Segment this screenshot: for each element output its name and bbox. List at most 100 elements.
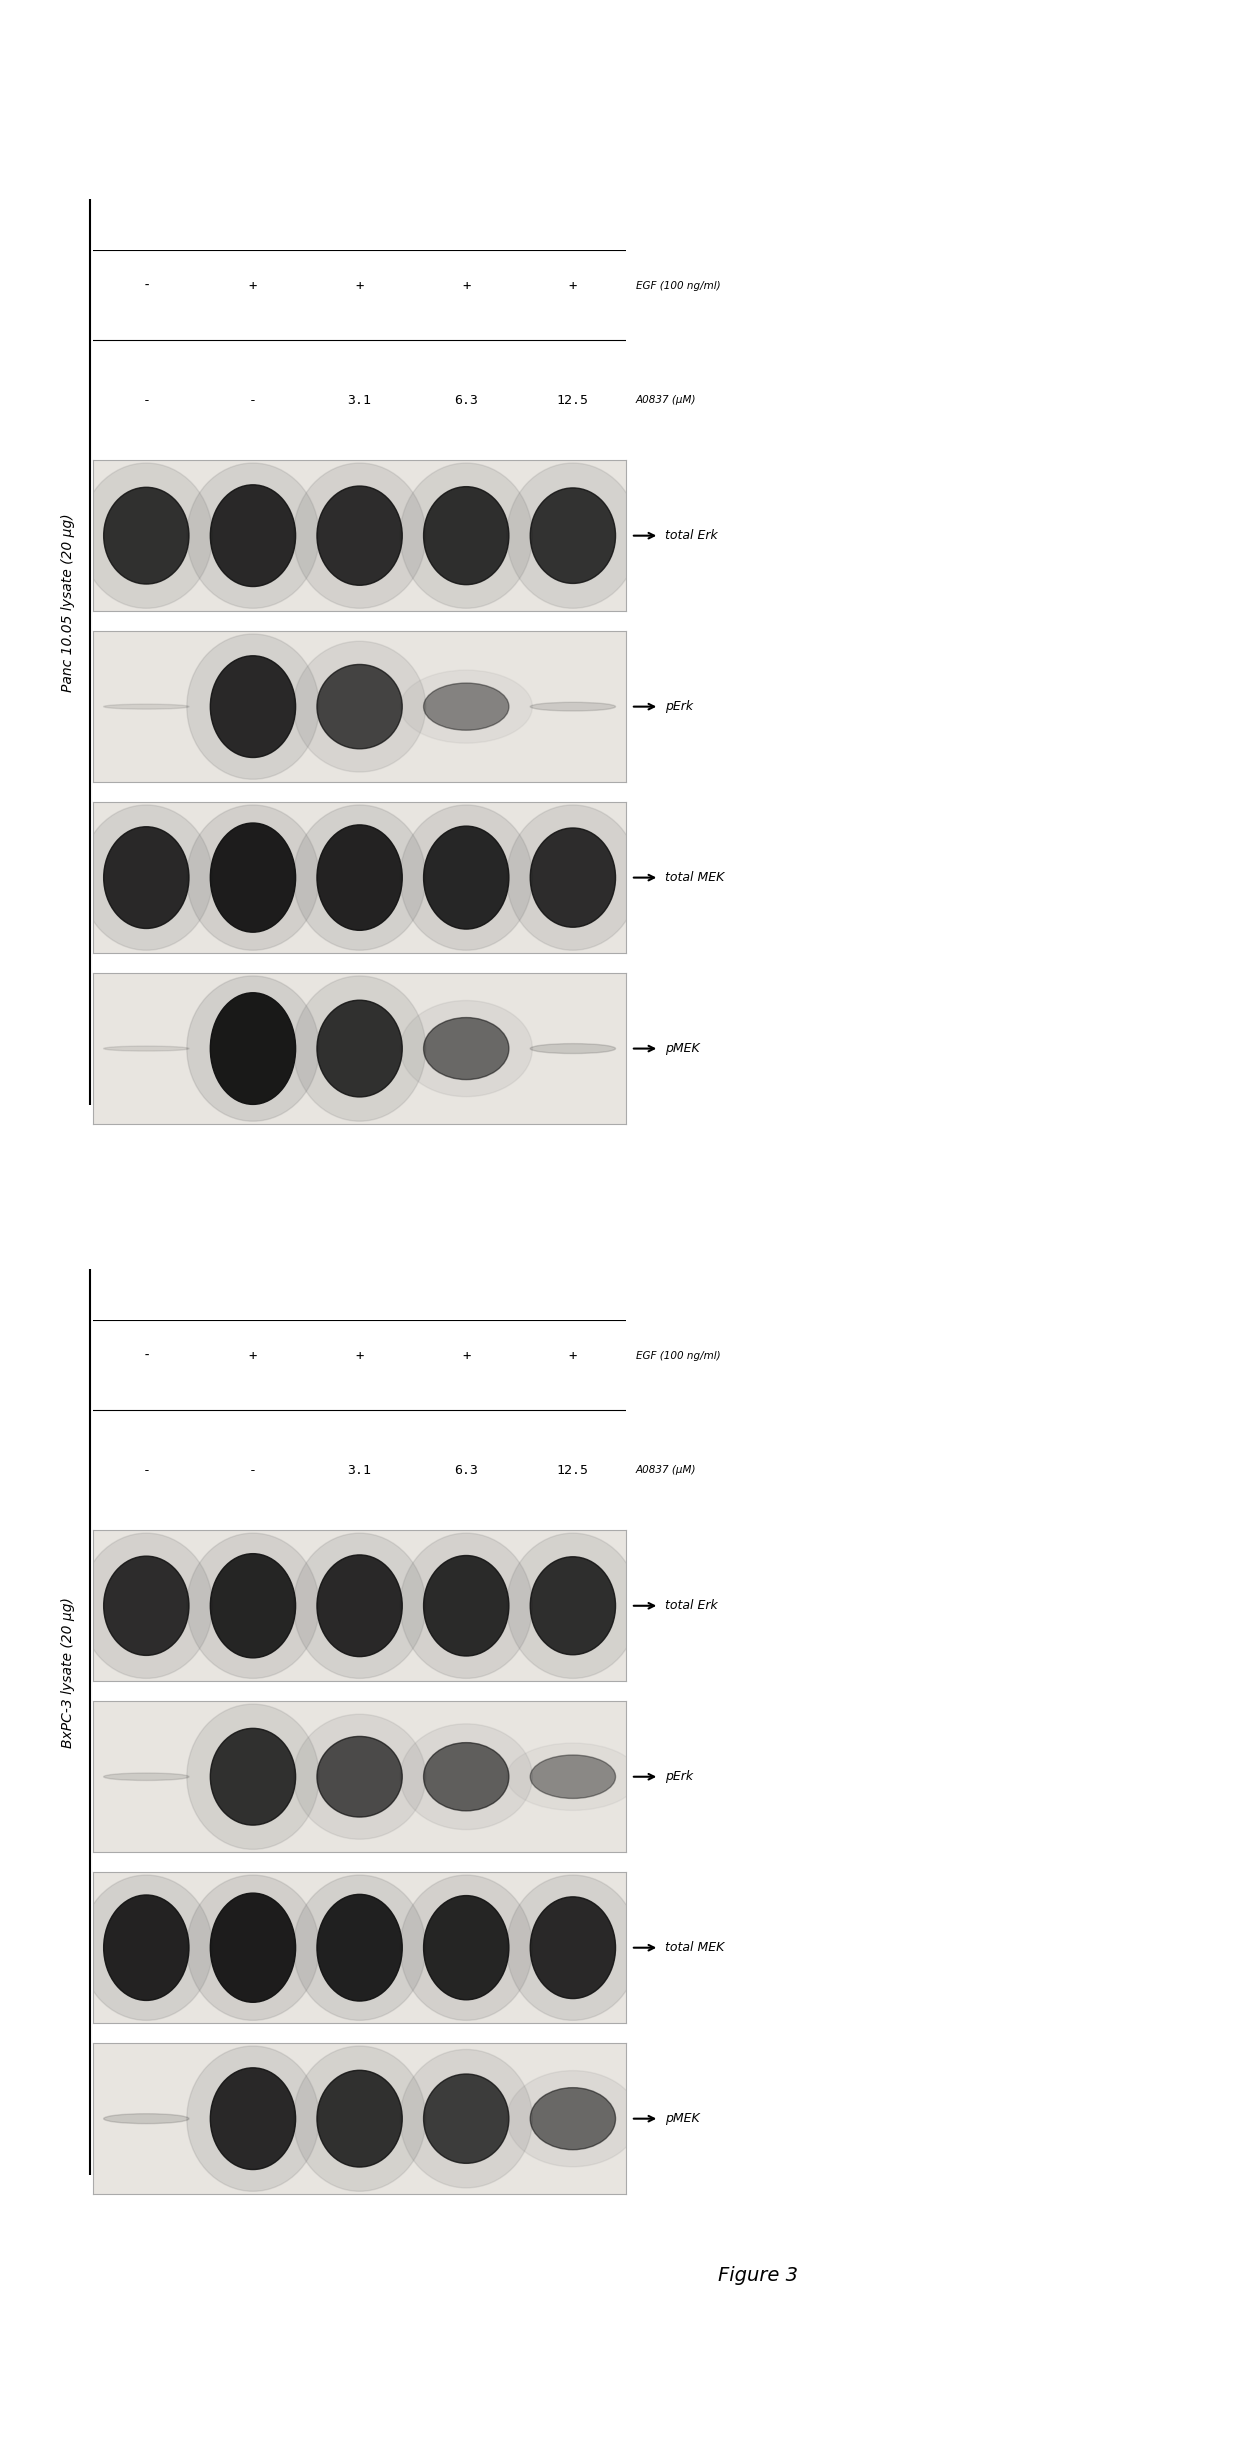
Text: pErk: pErk <box>665 1771 693 1784</box>
Ellipse shape <box>531 487 615 583</box>
Ellipse shape <box>104 827 188 927</box>
Ellipse shape <box>317 2071 402 2167</box>
Ellipse shape <box>531 1754 615 1798</box>
Ellipse shape <box>401 1875 532 2020</box>
Text: Panc 10.05 lysate (20 μg): Panc 10.05 lysate (20 μg) <box>61 514 76 691</box>
Ellipse shape <box>211 657 295 758</box>
Ellipse shape <box>507 462 639 608</box>
Text: +: + <box>463 1348 470 1363</box>
Ellipse shape <box>507 1875 639 2020</box>
Text: -: - <box>143 394 150 406</box>
Ellipse shape <box>424 1555 508 1656</box>
Ellipse shape <box>317 824 402 930</box>
Ellipse shape <box>424 487 508 585</box>
Ellipse shape <box>81 1875 212 2020</box>
Ellipse shape <box>294 1715 425 1840</box>
Text: total Erk: total Erk <box>665 1599 718 1611</box>
Ellipse shape <box>507 2071 639 2167</box>
Text: 6.3: 6.3 <box>454 1464 479 1476</box>
Ellipse shape <box>401 1533 532 1678</box>
Ellipse shape <box>507 804 639 950</box>
Text: +: + <box>569 1348 577 1363</box>
Text: total MEK: total MEK <box>665 871 724 883</box>
Ellipse shape <box>317 1001 402 1097</box>
Text: +: + <box>249 1348 257 1363</box>
Ellipse shape <box>104 704 188 708</box>
Ellipse shape <box>211 824 295 932</box>
Text: +: + <box>249 278 257 293</box>
Text: total Erk: total Erk <box>665 529 718 541</box>
Text: 6.3: 6.3 <box>454 394 479 406</box>
Text: pErk: pErk <box>665 701 693 713</box>
Text: Figure 3: Figure 3 <box>718 2266 799 2285</box>
Text: BxPC-3 lysate (20 μg): BxPC-3 lysate (20 μg) <box>61 1597 76 1749</box>
Ellipse shape <box>424 827 508 930</box>
Ellipse shape <box>401 669 532 743</box>
Ellipse shape <box>104 1774 188 1781</box>
Ellipse shape <box>294 1533 425 1678</box>
Ellipse shape <box>401 1001 532 1097</box>
Text: +: + <box>356 278 363 293</box>
Ellipse shape <box>211 1555 295 1658</box>
Ellipse shape <box>401 2049 532 2187</box>
Ellipse shape <box>211 485 295 585</box>
Ellipse shape <box>401 804 532 950</box>
Text: -: - <box>143 278 150 293</box>
Ellipse shape <box>531 1043 615 1053</box>
Ellipse shape <box>294 642 425 772</box>
Text: 3.1: 3.1 <box>347 1464 372 1476</box>
Ellipse shape <box>104 1046 188 1050</box>
Text: 12.5: 12.5 <box>557 394 589 406</box>
Ellipse shape <box>81 462 212 608</box>
Ellipse shape <box>104 2113 188 2123</box>
Ellipse shape <box>187 1705 319 1850</box>
Ellipse shape <box>187 462 319 608</box>
Text: -: - <box>249 394 257 406</box>
Ellipse shape <box>104 1557 188 1656</box>
Ellipse shape <box>424 684 508 731</box>
Text: +: + <box>569 278 577 293</box>
Ellipse shape <box>531 1897 615 1998</box>
Text: pMEK: pMEK <box>665 1043 699 1055</box>
Ellipse shape <box>187 977 319 1122</box>
Ellipse shape <box>531 2089 615 2150</box>
Ellipse shape <box>211 1894 295 2002</box>
Ellipse shape <box>187 804 319 950</box>
Text: EGF (100 ng/ml): EGF (100 ng/ml) <box>636 1351 720 1360</box>
Text: EGF (100 ng/ml): EGF (100 ng/ml) <box>636 280 720 290</box>
Ellipse shape <box>187 1533 319 1678</box>
Ellipse shape <box>531 701 615 711</box>
Ellipse shape <box>187 1875 319 2020</box>
Text: +: + <box>356 1348 363 1363</box>
Ellipse shape <box>424 1742 508 1811</box>
Ellipse shape <box>211 1729 295 1825</box>
Text: -: - <box>249 1464 257 1476</box>
Ellipse shape <box>424 1018 508 1080</box>
Ellipse shape <box>211 994 295 1105</box>
Text: A0837 (μM): A0837 (μM) <box>636 1466 696 1476</box>
Ellipse shape <box>81 804 212 950</box>
Ellipse shape <box>104 487 188 583</box>
Ellipse shape <box>531 1557 615 1656</box>
Ellipse shape <box>317 1555 402 1656</box>
Text: A0837 (μM): A0837 (μM) <box>636 396 696 406</box>
Ellipse shape <box>424 2074 508 2162</box>
Ellipse shape <box>104 1894 188 2000</box>
Ellipse shape <box>294 977 425 1122</box>
Ellipse shape <box>424 1897 508 2000</box>
Ellipse shape <box>294 2047 425 2192</box>
Ellipse shape <box>317 1737 402 1818</box>
Ellipse shape <box>317 487 402 585</box>
Text: total MEK: total MEK <box>665 1941 724 1953</box>
Ellipse shape <box>401 462 532 608</box>
Text: +: + <box>463 278 470 293</box>
Ellipse shape <box>211 2069 295 2170</box>
Ellipse shape <box>294 1875 425 2020</box>
Ellipse shape <box>187 635 319 780</box>
Ellipse shape <box>294 804 425 950</box>
Text: -: - <box>143 1348 150 1363</box>
Ellipse shape <box>294 462 425 608</box>
Text: -: - <box>143 1464 150 1476</box>
Ellipse shape <box>187 2047 319 2192</box>
Ellipse shape <box>507 1533 639 1678</box>
